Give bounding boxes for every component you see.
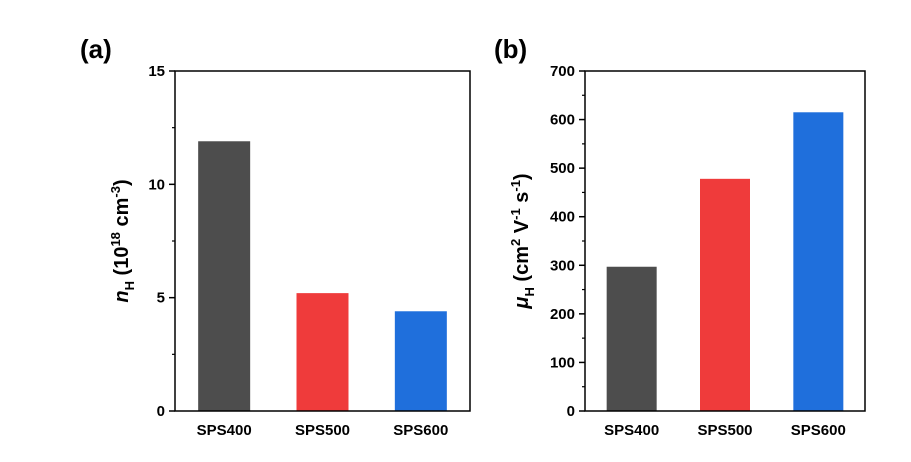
y-tick-label: 300 [550,257,575,274]
y-tick-label: 15 [148,63,165,80]
panel-b-x-ticks: SPS400 SPS500 SPS600 [604,422,846,439]
y-tick-label: 500 [550,160,575,177]
x-tick-label: SPS600 [393,422,448,439]
panel-b-chart: (b) μH (cm2 V-1 s-1) 0 100 200 300 400 500 600… [494,34,866,439]
panel-a-label: (a) [80,34,112,64]
y-tick-label: 10 [148,176,165,193]
y-tick-label: 200 [550,306,575,323]
bar-sps500 [700,178,750,411]
panel-b-label: (b) [494,34,527,64]
y-tick-label: 100 [550,354,575,371]
panel-b-y-ticks: 0 100 200 300 400 500 600 700 [550,63,585,420]
panel-a-x-ticks: SPS400 SPS500 SPS600 [197,422,449,439]
panel-b-y-axis-label: μH (cm2 V-1 s-1) [508,173,537,309]
y-tick-label: 700 [550,63,575,80]
y-tick-label: 0 [157,403,165,420]
y-axis-label-text: μH (cm2 V-1 s-1) [508,173,537,309]
bar-sps400 [198,141,251,411]
y-tick-label: 5 [157,290,165,307]
x-tick-label: SPS400 [197,422,252,439]
bar-sps500 [296,293,349,411]
y-axis-label-text: nH (1018 cm-3) [108,179,137,302]
x-tick-label: SPS400 [604,422,659,439]
y-tick-label: 400 [550,209,575,226]
x-tick-label: SPS500 [697,422,752,439]
panel-b-bars [606,112,844,412]
y-tick-label: 600 [550,112,575,129]
panel-a-bars [198,141,447,411]
panel-a-y-axis-label: nH (1018 cm-3) [108,179,137,302]
panel-a-y-ticks: 0 5 10 15 [148,63,175,420]
bar-sps600 [394,311,447,411]
bar-sps400 [606,266,657,411]
y-tick-label: 0 [567,403,575,420]
x-tick-label: SPS600 [791,422,846,439]
x-tick-label: SPS500 [295,422,350,439]
bar-sps600 [793,112,844,412]
